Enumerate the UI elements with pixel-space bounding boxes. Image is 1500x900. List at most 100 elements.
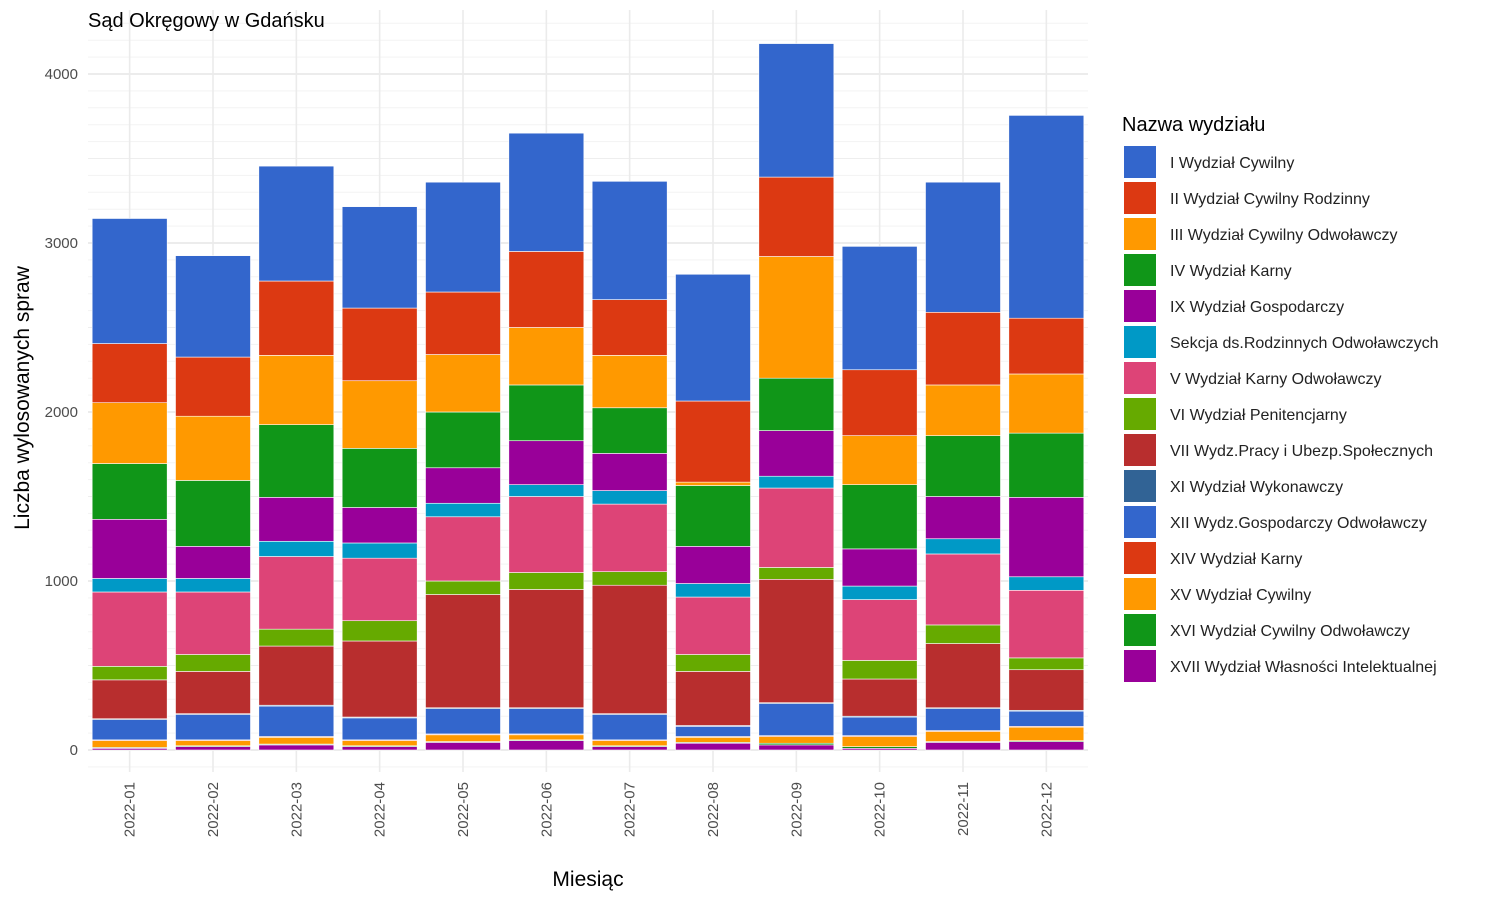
bar-segment — [675, 583, 751, 598]
bar-segment — [258, 556, 335, 630]
bar-segment — [175, 415, 251, 481]
bar-segment — [341, 542, 418, 559]
bar-segment — [425, 411, 501, 469]
bar-segment — [425, 467, 501, 504]
legend-key — [1124, 326, 1156, 358]
legend-label: XIV Wydział Karny — [1170, 551, 1302, 568]
bar-segment — [925, 384, 1001, 436]
gridlines — [88, 10, 1088, 772]
y-tick-label: 3000 — [45, 235, 78, 252]
x-tick-label: 2022-09 — [788, 782, 805, 837]
bar-segment — [425, 742, 501, 751]
bar-segment — [258, 628, 335, 647]
bar-segment — [841, 585, 918, 600]
bar-segment — [758, 567, 835, 580]
bar-segment — [258, 280, 335, 356]
bar-segment — [925, 496, 1001, 540]
legend-label: Sekcja ds.Rodzinnych Odwoławczych — [1170, 335, 1439, 352]
y-axis-title: Liczba wylosowanych spraw — [11, 265, 34, 530]
bar-segment — [758, 487, 835, 568]
bar-segment — [425, 516, 501, 582]
bar-segment — [258, 705, 335, 737]
bar-segment — [175, 356, 251, 417]
bar-segment — [1008, 726, 1085, 742]
bar-segment — [425, 594, 501, 709]
bar-segment — [925, 624, 1001, 644]
bar-segment — [1008, 317, 1085, 375]
bar-segment — [258, 424, 335, 498]
legend-label: XVII Wydział Własności Intelektualnej — [1170, 659, 1437, 676]
bar-segment — [758, 736, 835, 744]
bar-segment — [925, 181, 1001, 313]
bar-segment — [675, 400, 751, 483]
bar-segment — [591, 571, 668, 586]
bar-segment — [425, 502, 501, 518]
bar-segment — [925, 742, 1001, 751]
x-tick-label: 2022-07 — [622, 782, 639, 837]
bar-segment — [591, 407, 668, 454]
bar-segment — [675, 481, 751, 486]
bar-segment — [841, 678, 918, 717]
bar-segment — [175, 746, 251, 751]
bar-segment — [591, 584, 668, 714]
bar-segment — [508, 708, 585, 735]
bar-segment — [91, 402, 168, 464]
legend-label: XV Wydział Cywilny — [1170, 587, 1311, 604]
bar-segment — [508, 496, 585, 573]
legend-key — [1124, 434, 1156, 466]
legend-label: XI Wydział Wykonawczy — [1170, 479, 1343, 496]
bar-segment — [341, 206, 418, 309]
legend-key — [1124, 146, 1156, 178]
bar-segment — [841, 736, 918, 747]
legend-label: XII Wydz.Gospodarczy Odwoławczy — [1170, 515, 1427, 532]
legend-key — [1124, 470, 1156, 502]
bar-segment — [675, 742, 751, 751]
legend-label: IX Wydział Gospodarczy — [1170, 299, 1344, 316]
bar-segment — [425, 291, 501, 355]
legend-key — [1124, 398, 1156, 430]
bar-segment — [508, 484, 585, 497]
bar-segment — [758, 256, 835, 379]
legend-label: I Wydział Cywilny — [1170, 155, 1294, 172]
bar-segment — [1008, 432, 1085, 498]
bar-segment — [258, 497, 335, 542]
bar-segment — [758, 703, 835, 736]
legend-key — [1124, 542, 1156, 574]
bar-segment — [758, 43, 835, 178]
bar-segment — [675, 485, 751, 547]
bar-segment — [591, 490, 668, 505]
y-tick-label: 1000 — [45, 573, 78, 590]
bar-segment — [175, 578, 251, 593]
legend-key — [1124, 506, 1156, 538]
bar-segment — [1008, 657, 1085, 671]
bar-segment — [841, 484, 918, 550]
bar-segment — [341, 746, 418, 751]
bar-segment — [341, 557, 418, 622]
bar-segment — [91, 740, 168, 748]
y-tick-label: 2000 — [45, 404, 78, 421]
bar-segment — [591, 453, 668, 491]
bar-segment — [1008, 589, 1085, 659]
bar-segment — [175, 546, 251, 579]
bar-segment — [91, 679, 168, 720]
x-tick-label: 2022-06 — [538, 782, 555, 837]
bar-segment — [91, 578, 168, 593]
legend-title: Nazwa wydziału — [1122, 114, 1265, 136]
bar-segment — [758, 377, 835, 431]
bar-segment — [1008, 497, 1085, 578]
bar-segment — [1008, 710, 1085, 727]
bar-segment — [91, 591, 168, 667]
legend-key — [1124, 254, 1156, 286]
bar-segment — [425, 708, 501, 735]
bar-segment — [91, 666, 168, 681]
bar-segment — [925, 553, 1001, 626]
bar-segment — [341, 640, 418, 718]
bar-segment — [258, 355, 335, 425]
bar-segment — [841, 246, 918, 371]
legend-key — [1124, 218, 1156, 250]
bar-segment — [508, 327, 585, 386]
bar-segment — [175, 591, 251, 655]
bar-segment — [175, 740, 251, 747]
bar-segment — [508, 572, 585, 590]
